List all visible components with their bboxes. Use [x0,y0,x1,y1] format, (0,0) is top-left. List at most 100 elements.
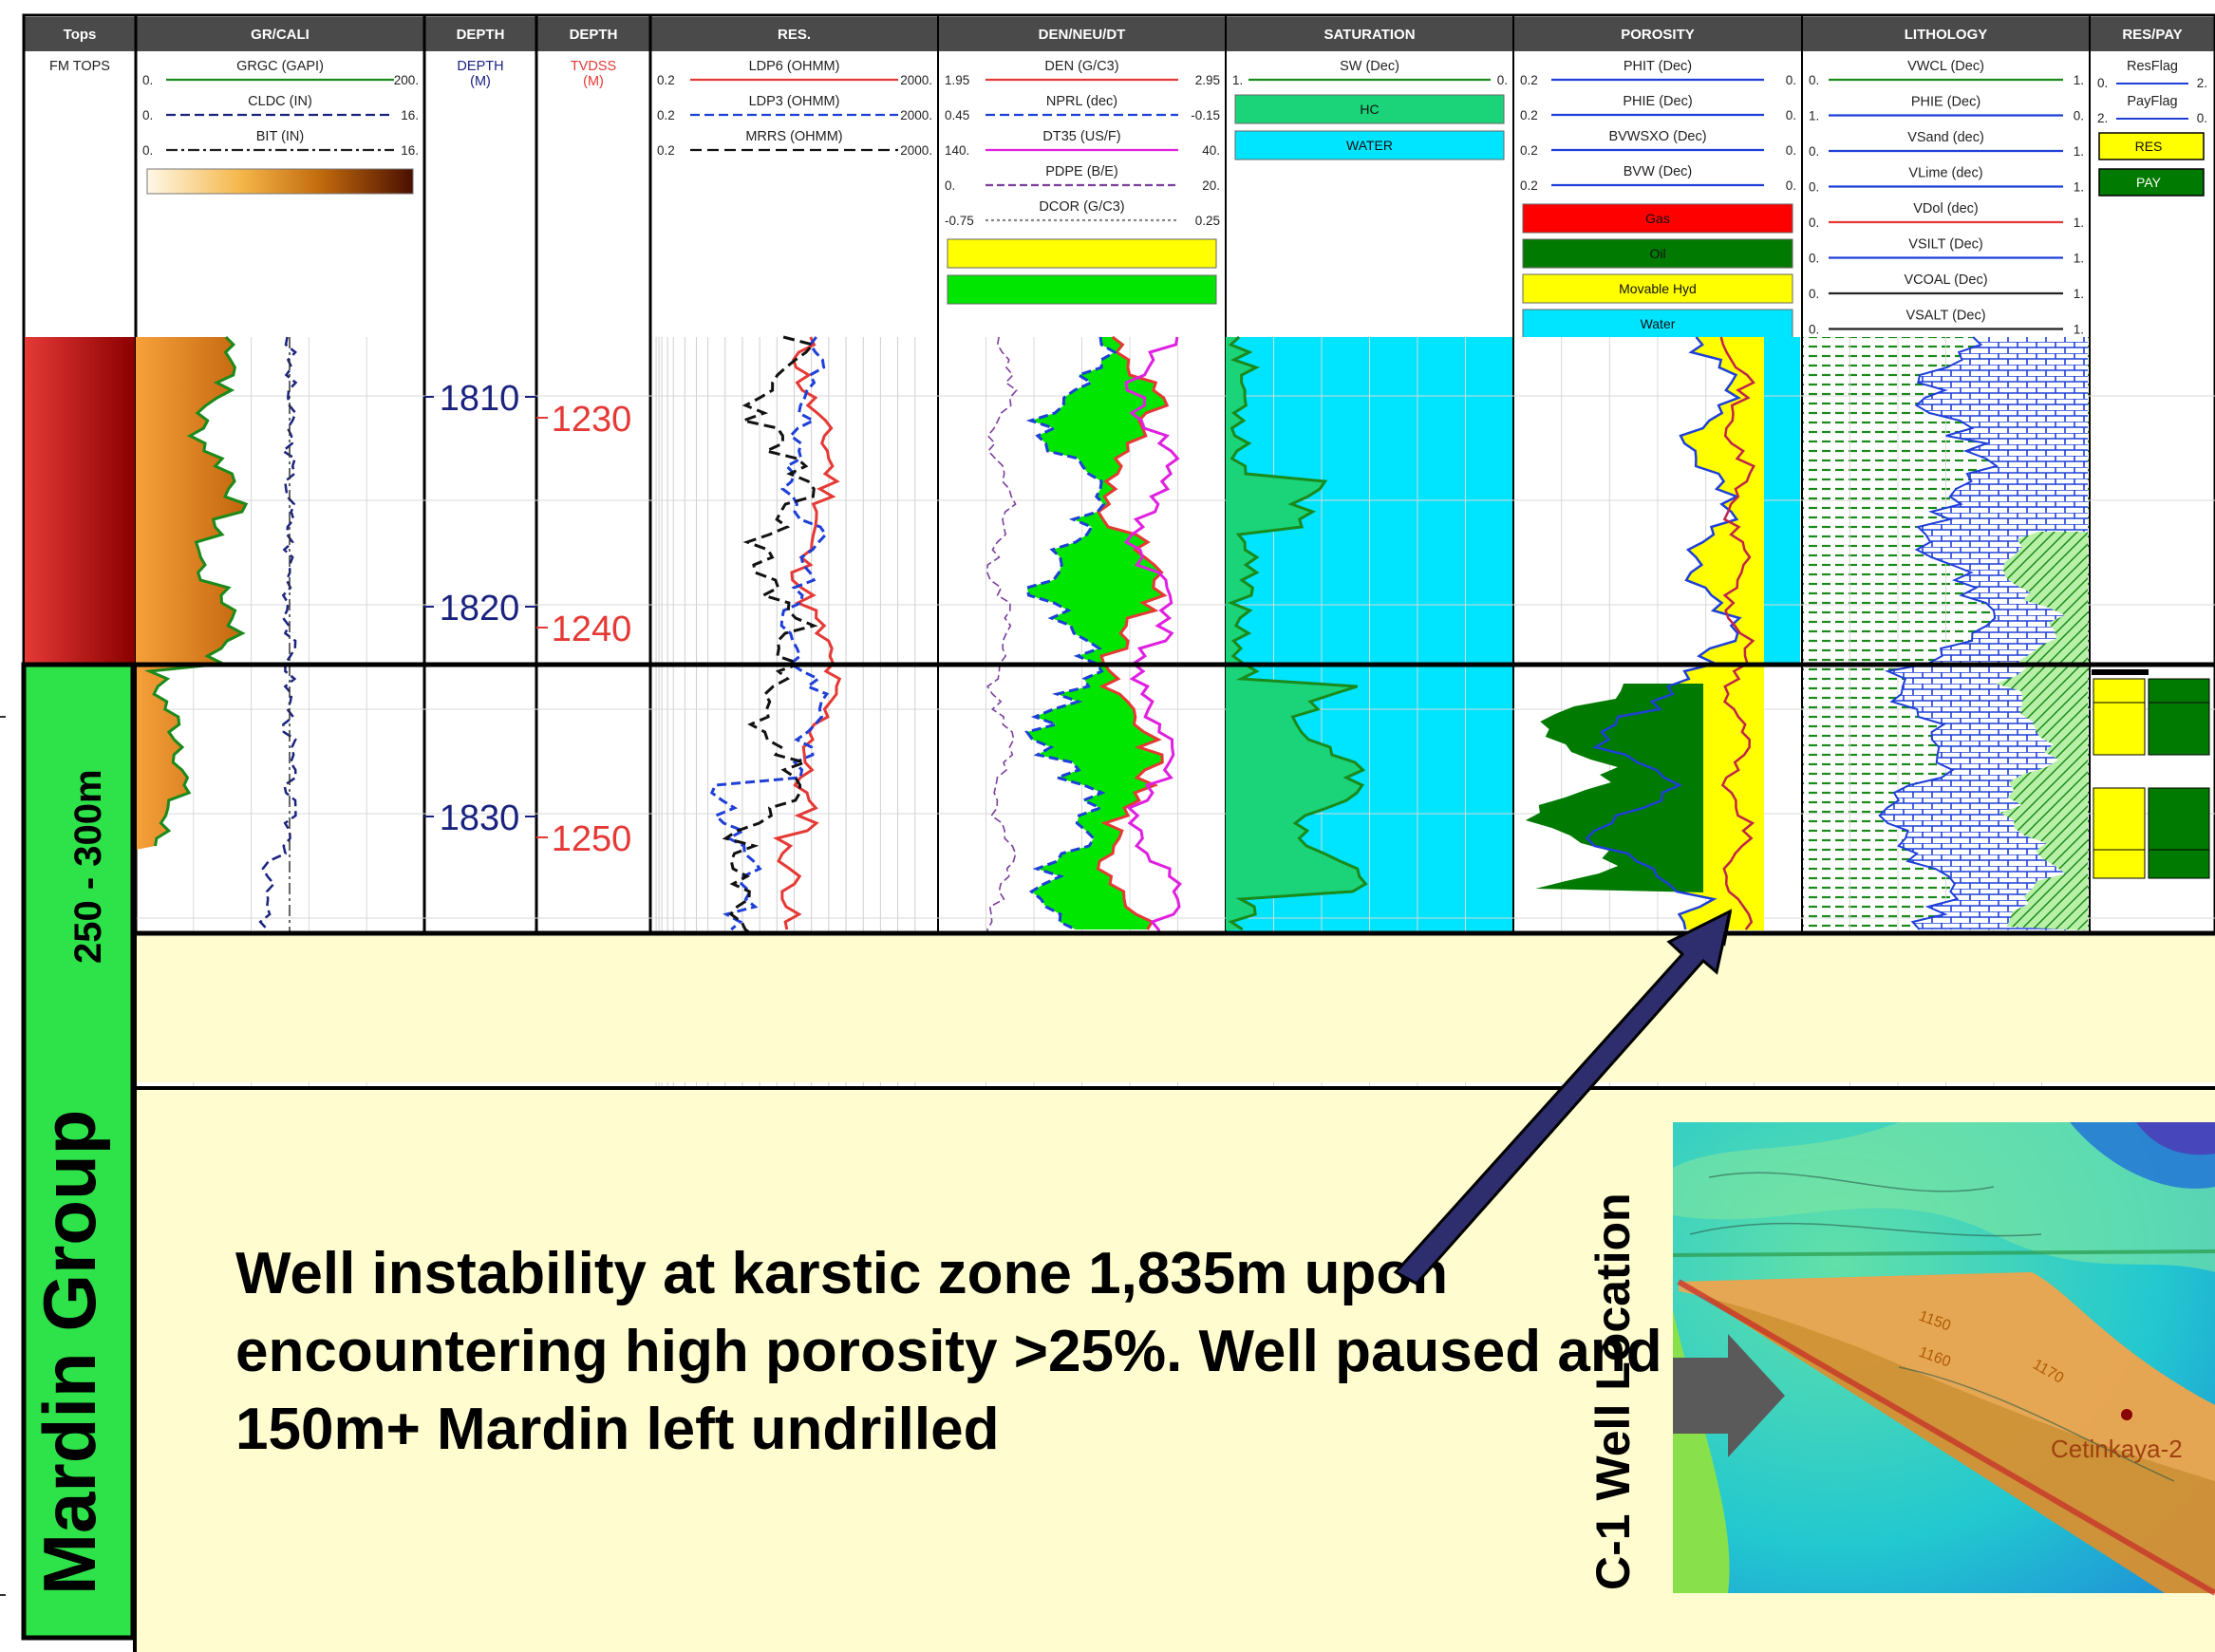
scale-max: 0. [1786,73,1796,87]
inset-title: C-1 Well Location [1586,1192,1640,1590]
nprl-curve [1024,336,1118,931]
pay-flag [2148,678,2210,704]
scale-min: 0. [945,178,955,193]
movable-hyd-fill [1586,337,1764,930]
flag-max: 0. [2197,111,2207,125]
scale-max: 0. [1786,143,1796,158]
scale-min: 0.2 [657,143,675,158]
curve-name: PHIE (Dec) [1911,95,1980,110]
track-header-tops [25,17,135,51]
por-legend-label: Gas [1645,211,1670,226]
tvd-tick-label: 1250 [552,819,632,859]
scale-min: 0. [1809,144,1819,159]
hc-fill [1226,337,1366,930]
res-flag [2093,678,2146,704]
flag-min: 0. [2097,76,2108,90]
scale-max: 1. [2074,287,2084,301]
top-zone-red [25,337,135,665]
flag-marker [2092,669,2149,675]
scale-max: 16. [401,108,419,122]
curve-name: NPRL (dec) [1046,94,1117,109]
track-header-res [651,17,937,51]
mardin-group-label: Mardin Group [28,1110,111,1595]
den-fill-swatch [947,274,1217,305]
scale-max: 0. [1497,73,1508,87]
pay-flag [2148,787,2210,851]
den-curve [1096,335,1170,930]
scale-min: 0.2 [1520,73,1538,87]
flag-name: PayFlag [2127,94,2177,109]
track-title: RES. [778,27,811,43]
respay-legend-box [2098,168,2205,197]
fm-tops-label: FM TOPS [49,59,110,74]
sat-legend-label: HC [1360,102,1379,117]
respay-legend-box [2098,132,2205,160]
track-header-respay [2091,17,2214,51]
track-header-depth_tvd [537,17,649,51]
undrilled-section [136,935,2215,1082]
scale-min: 0. [142,108,153,122]
scale-max: 16. [401,143,419,158]
scale-max: 1. [2074,252,2084,266]
flag-name: ResFlag [2127,59,2178,74]
inset-well-label: Cetinkaya-2 [2051,1435,2183,1463]
curve-name: SW (Dec) [1340,59,1399,74]
track-title: Tops [64,27,97,43]
annotation-line-2: encountering high porosity >25%. Well pa… [235,1319,1662,1384]
scale-max: 1. [2074,323,2084,337]
scale-min: 140. [945,143,969,158]
scale-max: 1. [2074,73,2084,87]
depth-unit: (M) [470,74,491,89]
curve-name: VSILT (Dec) [1908,237,1982,253]
curve-name: PDPE (B/E) [1045,164,1118,179]
curve-name: LDP3 (OHMM) [749,94,840,109]
track-title: DEPTH [570,27,618,43]
scale-min: 0.2 [1520,178,1538,193]
location-inset: C-1 Well Location 1150 1160 1170 Cetinka… [1586,1122,2215,1596]
scale-min: 0. [1809,323,1819,337]
por-legend-box [1522,238,1793,269]
curve-name: GRGC (GAPI) [236,59,324,74]
curve-name: DCOR (G/C3) [1039,199,1124,215]
curve-name: CLDC (IN) [248,94,312,109]
scale-max: 0. [1786,178,1796,193]
sat-legend-box [1234,94,1505,124]
scale-max: -0.15 [1191,108,1220,122]
track-header-lith [1803,17,2089,51]
pay-flag [2148,849,2210,879]
sat-legend-label: WATER [1346,138,1393,153]
flag-min: 2. [2097,111,2108,125]
annotation-line-1: Well instability at karstic zone 1,835m … [235,1241,1448,1306]
dt35-curve [1123,336,1182,1022]
thickness-label: 250 - 300m [67,769,109,964]
tvd-tick-label: 1240 [552,610,632,649]
dolomite-fill [1996,532,2088,930]
track-header-den [939,17,1225,51]
curve-name: VSand (dec) [1907,130,1984,145]
scale-max: 2.95 [1195,73,1220,87]
ldp6-curve [772,336,842,930]
scale-min: 0. [142,73,153,87]
curve-name: MRRS (OHMM) [745,129,842,144]
den-fill-swatch [947,238,1217,269]
vlime-curve [1878,336,1999,930]
gr-fill [136,337,247,850]
scale-min: 0.45 [945,108,969,122]
track-header-gr [137,17,423,51]
res-flag [2093,702,2146,756]
curve-name: VDol (dec) [1913,201,1979,216]
curve-name: BVWSXO (Dec) [1608,129,1706,144]
scale-max: 20. [1202,178,1220,193]
track-title: POROSITY [1621,27,1695,43]
scale-max: 2000. [900,73,932,87]
track-title: LITHOLOGY [1905,27,1988,43]
tvd-tick-label: 1230 [552,400,632,440]
curve-name: PHIT (Dec) [1624,59,1692,74]
scale-min: 0. [142,143,153,158]
scale-max: 2000. [900,108,932,122]
res-flag [2093,787,2146,851]
scale-min: 0. [1809,180,1819,195]
scale-min: 0.2 [657,73,675,87]
md-tick-label: 1810 [440,379,520,419]
